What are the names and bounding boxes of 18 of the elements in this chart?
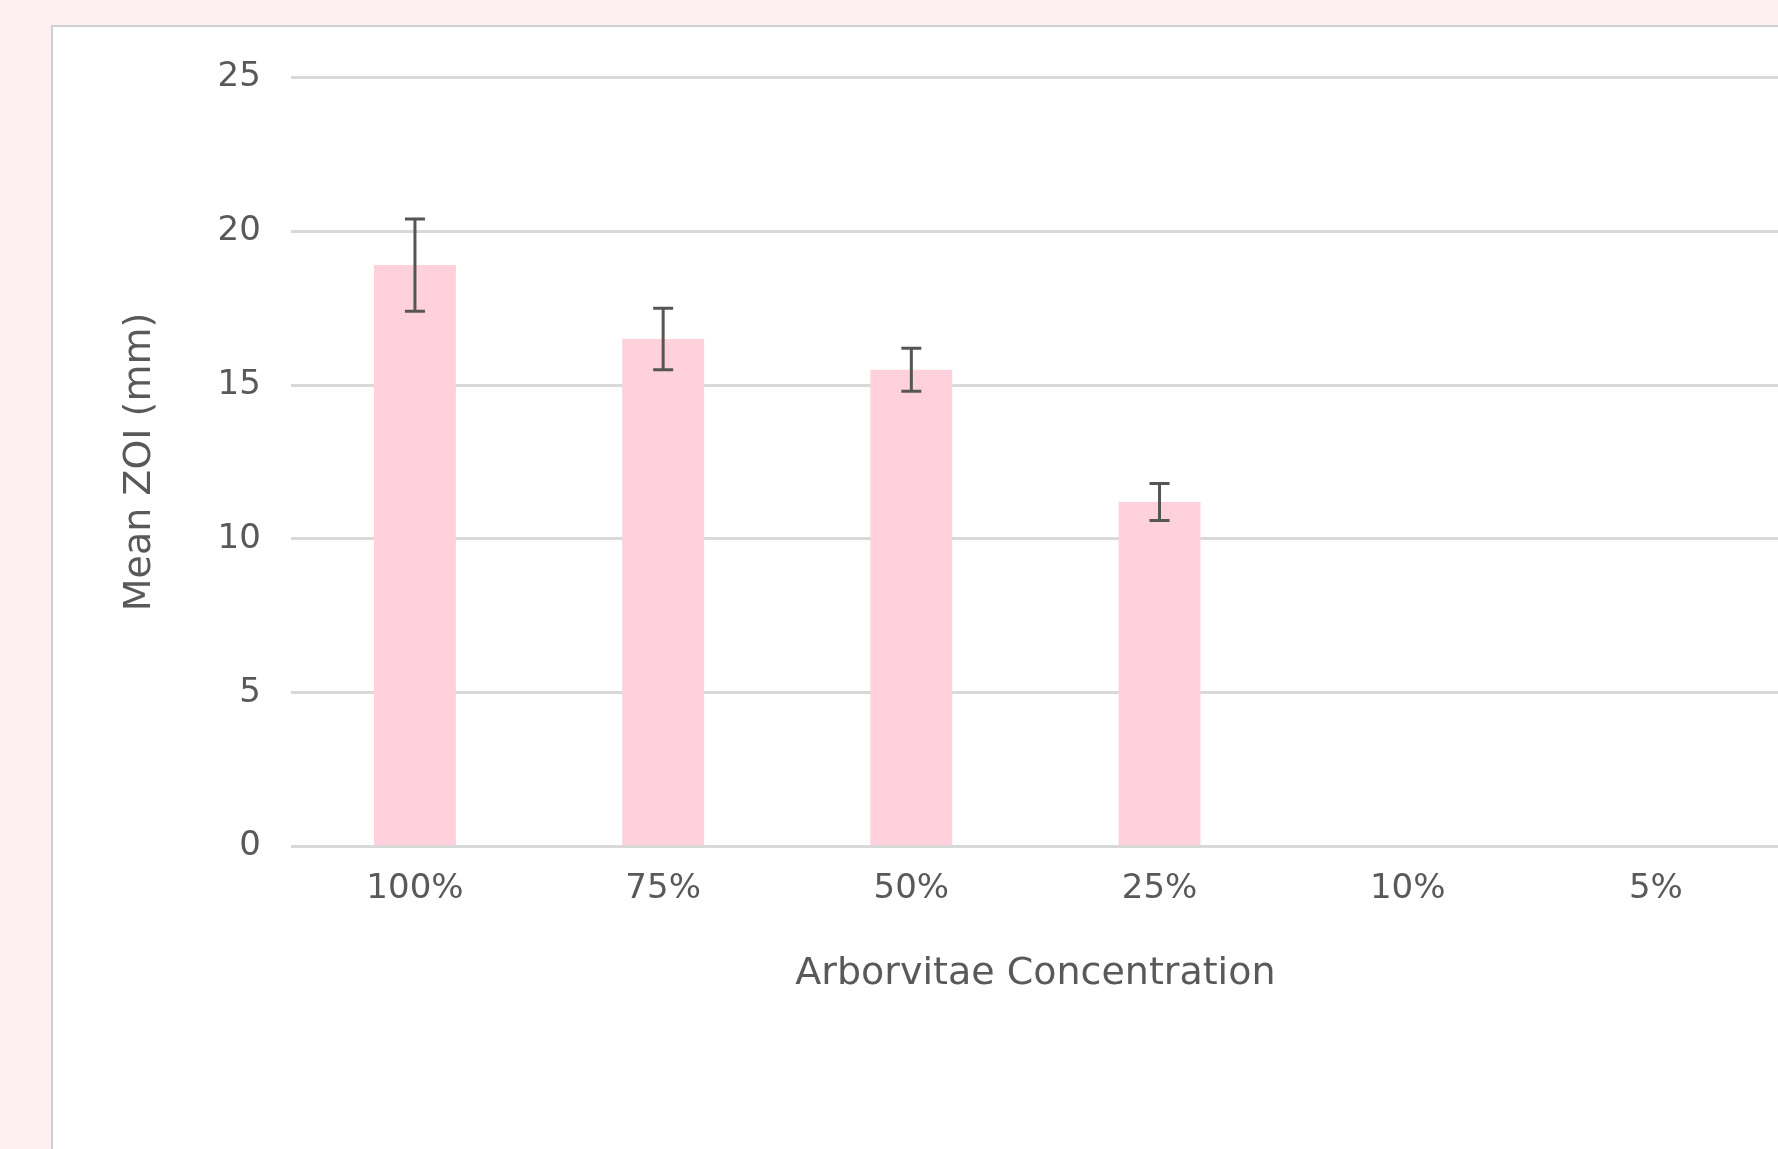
x-tick-label: 100% bbox=[366, 865, 464, 906]
x-tick-label: 5% bbox=[1628, 865, 1683, 906]
x-tick-label: 10% bbox=[1369, 865, 1446, 906]
bar bbox=[1118, 502, 1201, 846]
y-tick-label: 10 bbox=[217, 515, 261, 556]
y-tick-label: 25 bbox=[217, 54, 261, 95]
bar bbox=[870, 369, 953, 846]
x-tick-label: 50% bbox=[873, 865, 950, 906]
y-tick-label: 0 bbox=[239, 823, 261, 864]
x-tick-label: 75% bbox=[625, 865, 701, 906]
y-axis-title: Mean ZOI (mm) bbox=[114, 312, 159, 612]
bar bbox=[622, 338, 705, 846]
y-tick-label: 5 bbox=[239, 669, 261, 710]
x-tick-label: 25% bbox=[1121, 865, 1198, 906]
y-tick-label: 20 bbox=[217, 208, 261, 249]
x-axis-title: Arborvitae Concentration bbox=[795, 949, 1276, 994]
y-tick-label: 15 bbox=[217, 361, 261, 402]
bar bbox=[374, 265, 456, 846]
